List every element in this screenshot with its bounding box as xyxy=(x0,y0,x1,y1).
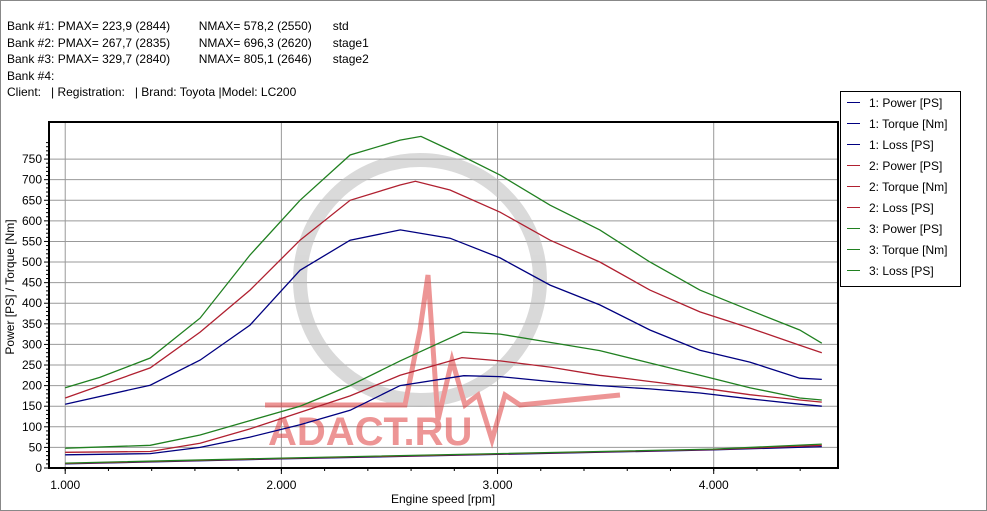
legend-label: 3: Power [PS] xyxy=(869,221,943,236)
legend-item: 2: Torque [Nm] xyxy=(841,176,960,197)
bank-name: stage2 xyxy=(332,52,369,66)
legend-swatch xyxy=(847,228,860,229)
legend-label: 1: Power [PS] xyxy=(869,95,943,110)
legend: 1: Power [PS] 1: Torque [Nm] 1: Loss [PS] 2… xyxy=(840,91,961,287)
bank-nmax: NMAX= 578,2 (2550) xyxy=(198,19,312,33)
watermark-emblem xyxy=(293,153,547,407)
legend-swatch xyxy=(847,186,860,187)
series-group xyxy=(64,135,823,465)
bank-label: Bank #1: xyxy=(7,19,55,33)
legend-label: 3: Torque [Nm] xyxy=(869,242,948,257)
legend-item: 3: Torque [Nm] xyxy=(841,239,960,260)
legend-item: 1: Loss [PS] xyxy=(841,134,960,155)
series-line-1-power-ps xyxy=(65,375,822,456)
axes: 0 50 100 150 200 250 300 350 400 450 500 550 600 650 7… xyxy=(22,121,839,492)
bank-name: std xyxy=(332,19,349,33)
bank-row-4: Bank #4: xyxy=(7,68,369,85)
bank-row-2: Bank #2: PMAX= 267,7 (2835) NMAX= 696,3 (… xyxy=(7,35,369,52)
legend-label: 3: Loss [PS] xyxy=(869,263,934,278)
bank-label: Bank #3: xyxy=(7,52,55,66)
y-tick-label: 450 xyxy=(22,276,42,290)
x-tick-label: 1.000 xyxy=(50,478,80,492)
bank-pmax: PMAX= 267,7 (2835) xyxy=(57,35,171,50)
series-line-3-torque-nm xyxy=(65,135,823,389)
y-tick-label: 400 xyxy=(22,296,42,310)
legend-item: 1: Power [PS] xyxy=(841,92,960,113)
y-tick-label: 50 xyxy=(29,440,43,454)
x-tick-label: 4.000 xyxy=(699,478,729,492)
legend-label: 2: Power [PS] xyxy=(869,158,943,173)
legend-swatch xyxy=(847,249,860,250)
x-axis-label: Engine speed [rpm] xyxy=(391,492,495,506)
series-line-2-power-ps xyxy=(65,356,822,453)
legend-swatch xyxy=(847,123,860,124)
series-line-2-torque-nm xyxy=(64,180,823,399)
vehicle-info: Client: | Registration: | Brand: Toyota … xyxy=(7,85,297,99)
y-tick-label: 250 xyxy=(22,358,42,372)
y-tick-label: 200 xyxy=(22,379,42,393)
y-tick-label: 350 xyxy=(22,317,42,331)
bank-pmax: PMAX= 329,7 (2840) xyxy=(57,52,171,66)
y-tick-label: 700 xyxy=(22,173,42,187)
legend-item: 3: Power [PS] xyxy=(841,218,960,239)
bank-label: Bank #2: xyxy=(7,35,55,50)
legend-label: 1: Loss [PS] xyxy=(869,137,934,152)
legend-item: 2: Loss [PS] xyxy=(841,197,960,218)
y-tick-label: 500 xyxy=(22,255,42,269)
legend-item: 2: Power [PS] xyxy=(841,155,960,176)
series-line-3-power-ps xyxy=(65,331,822,449)
y-tick-label: 550 xyxy=(22,234,42,248)
watermark-text: ADACT.RU xyxy=(268,410,472,454)
y-axis-label: Power [PS] / Torque [Nm] xyxy=(3,219,17,354)
legend-item: 3: Loss [PS] xyxy=(841,260,960,281)
y-tick-label: 0 xyxy=(35,461,42,475)
watermark-logo: ADACT.RU xyxy=(265,153,621,454)
bank-label: Bank #4: xyxy=(7,68,55,83)
legend-label: 1: Torque [Nm] xyxy=(869,116,948,131)
x-tick-label: 2.000 xyxy=(266,478,296,492)
y-tick-label: 650 xyxy=(22,193,42,207)
legend-swatch xyxy=(847,144,860,145)
legend-item: 1: Torque [Nm] xyxy=(841,113,960,134)
y-tick-label: 100 xyxy=(22,420,42,434)
bank-name: stage1 xyxy=(332,35,369,50)
bank-nmax: NMAX= 805,1 (2646) xyxy=(198,52,312,66)
x-tick-label: 3.000 xyxy=(483,478,513,492)
y-tick-label: 300 xyxy=(22,337,42,351)
bank-pmax: PMAX= 223,9 (2844) xyxy=(57,19,171,33)
series-line-1-torque-nm xyxy=(65,229,822,405)
legend-swatch xyxy=(847,207,860,208)
plot-area-border xyxy=(48,121,839,469)
bank-row-3: Bank #3: PMAX= 329,7 (2840) NMAX= 805,1 (… xyxy=(7,51,369,68)
grid xyxy=(49,122,838,468)
y-tick-label: 600 xyxy=(22,214,42,228)
legend-swatch xyxy=(847,270,860,271)
watermark-heartbeat xyxy=(265,274,621,449)
bank-row-1: Bank #1: PMAX= 223,9 (2844) NMAX= 578,2 (… xyxy=(7,18,369,35)
legend-swatch xyxy=(847,102,860,103)
y-tick-label: 750 xyxy=(22,152,42,166)
header-info: Bank #1: PMAX= 223,9 (2844) NMAX= 578,2 (… xyxy=(7,18,369,101)
legend-label: 2: Torque [Nm] xyxy=(869,179,948,194)
legend-swatch xyxy=(847,165,860,166)
bank-nmax: NMAX= 696,3 (2620) xyxy=(198,35,312,50)
y-tick-label: 150 xyxy=(22,399,42,413)
legend-label: 2: Loss [PS] xyxy=(869,200,934,215)
series-line-3-loss-ps xyxy=(65,443,822,464)
